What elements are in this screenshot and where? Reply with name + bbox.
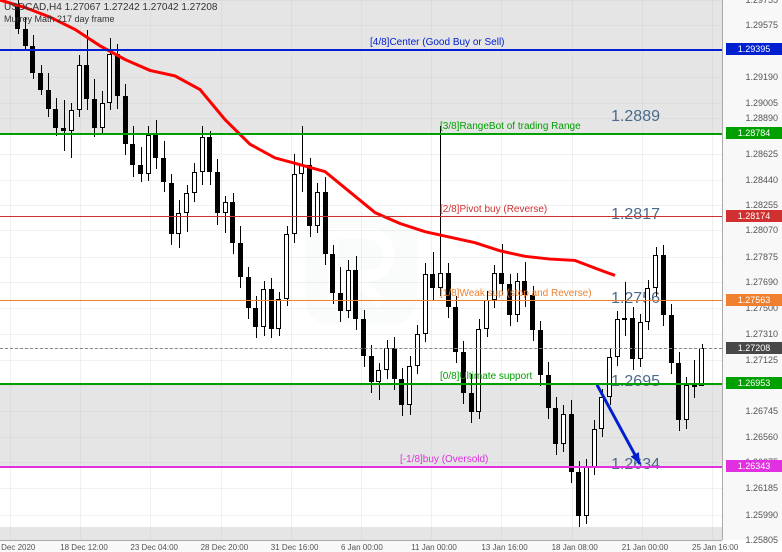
price-tag: 1.28784 [726,127,782,139]
murrey-label: [0/8]Ultimate support [440,371,532,382]
x-tick: 6 Jan 00:00 [341,543,383,552]
y-tick: 1.26745 [745,406,778,416]
y-tick: 1.29190 [745,72,778,82]
x-axis: 15 Dec 2020 18 Dec 12:00 23 Dec 04:00 28 De… [0,540,722,552]
current-price-tag: 1.27208 [726,342,782,354]
murrey-label: [-1/8]buy (Oversold) [400,454,488,465]
y-tick: 1.29005 [745,98,778,108]
x-tick: 21 Jan 00:00 [622,543,668,552]
y-tick: 1.26185 [745,483,778,493]
x-tick: 15 Dec 2020 [0,543,35,552]
y-tick: 1.27310 [745,329,778,339]
murrey-line [0,466,722,468]
murrey-label: [4/8]Center (Good Buy or Sell) [370,37,505,48]
murrey-label: [2/8]Pivot buy (Reverse) [440,204,547,215]
chart-area[interactable]: USDCAD,H4 1.27067 1.27242 1.27042 1.2720… [0,0,722,540]
y-tick: 1.25805 [745,535,778,545]
y-tick: 1.28255 [745,200,778,210]
y-tick: 1.27125 [745,355,778,365]
y-tick: 1.26560 [745,432,778,442]
murrey-line [0,49,722,51]
price-tag: 1.26343 [726,460,782,472]
price-tag: 1.27563 [726,294,782,306]
murrey-label: [1/8]Weak sup (stop and Reverse) [440,288,592,299]
y-tick: 1.29575 [745,20,778,30]
murrey-line [0,300,722,301]
x-tick: 13 Jan 16:00 [481,543,527,552]
y-tick: 1.25990 [745,510,778,520]
chart-subtitle: Murrey Math 217 day frame [4,14,115,24]
x-tick: 18 Dec 12:00 [60,543,108,552]
y-tick: 1.28070 [745,225,778,235]
price-tag: 1.29395 [726,43,782,55]
y-tick: 1.29755 [745,0,778,5]
y-tick: 1.28625 [745,149,778,159]
murrey-line [0,216,722,217]
x-tick: 25 Jan 16:00 [692,543,738,552]
x-tick: 23 Dec 04:00 [130,543,178,552]
price-tag: 1.26953 [726,377,782,389]
y-tick: 1.27875 [745,252,778,262]
murrey-line [0,133,722,135]
y-axis: 1.29755 1.29575 1.29395 1.29190 1.29005 1.288… [722,0,782,540]
y-tick: 1.27690 [745,277,778,287]
y-tick: 1.28890 [745,113,778,123]
x-tick: 18 Jan 08:00 [552,543,598,552]
price-tag: 1.28174 [726,210,782,222]
x-tick: 11 Jan 00:00 [411,543,457,552]
murrey-label: [3/8]RangeBot of trading Range [440,121,581,132]
murrey-line [0,383,722,385]
x-tick: 28 Dec 20:00 [201,543,249,552]
y-tick: 1.28440 [745,175,778,185]
chart-title: USDCAD,H4 1.27067 1.27242 1.27042 1.2720… [4,2,218,13]
x-tick: 31 Dec 16:00 [271,543,319,552]
